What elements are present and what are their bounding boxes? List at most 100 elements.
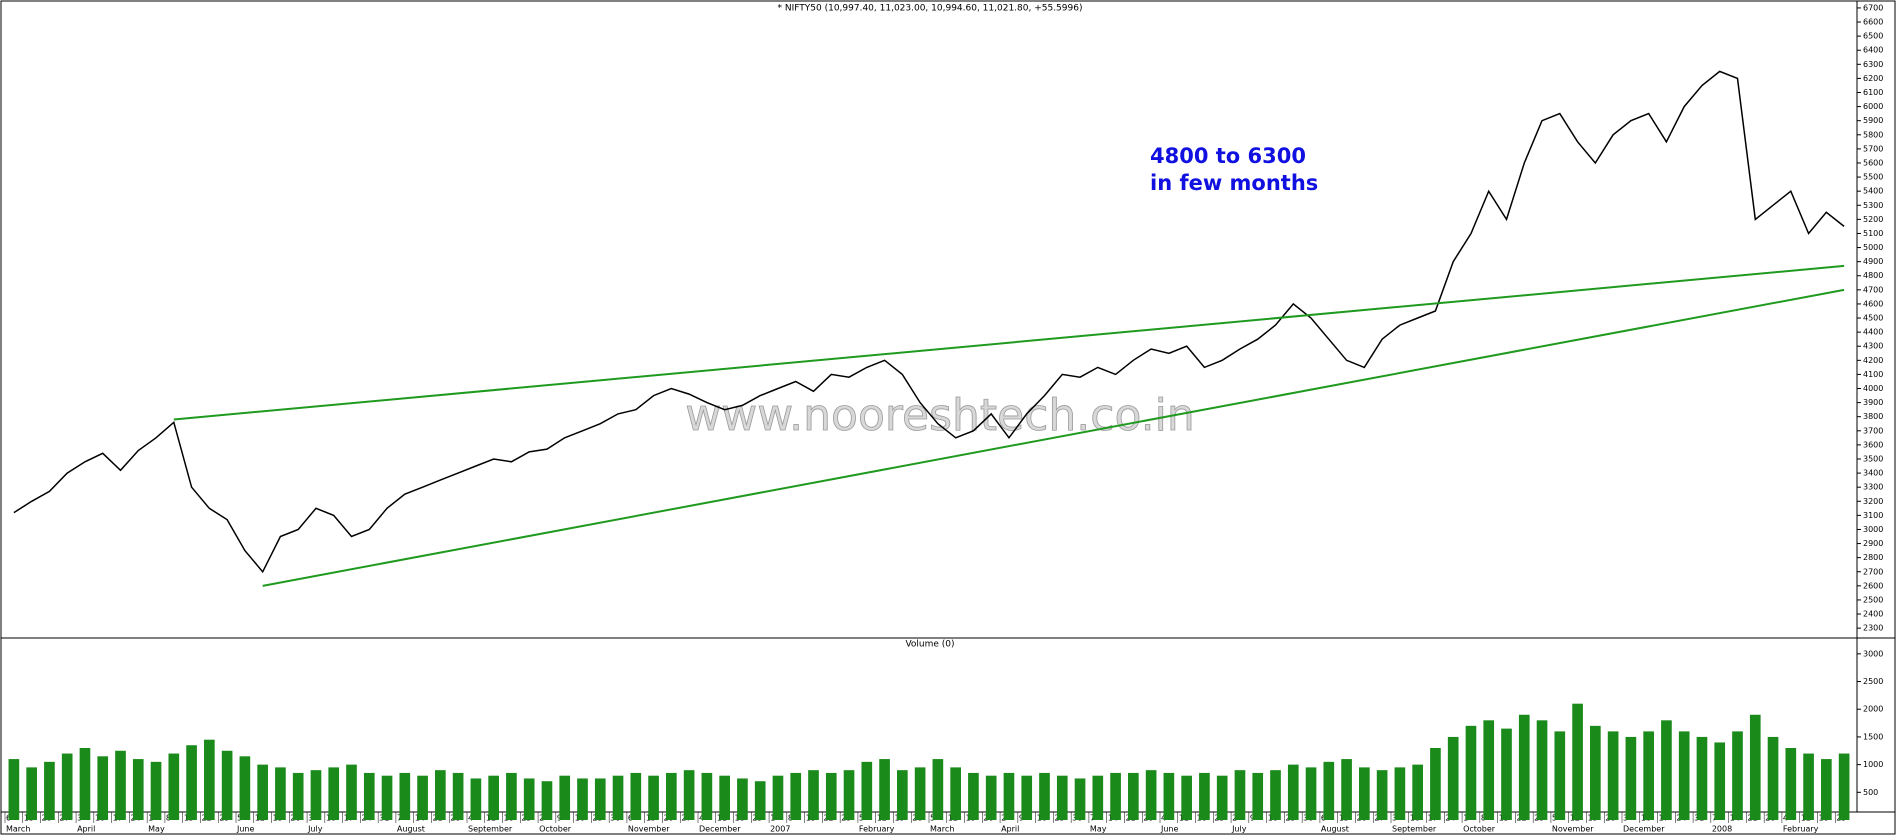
volume-bar	[1359, 767, 1370, 820]
volume-bar	[1216, 775, 1228, 820]
volume-bar	[204, 739, 215, 820]
month-label: August	[1321, 825, 1349, 834]
x-tick-label: 2	[1232, 814, 1237, 823]
month-label: November	[628, 825, 670, 834]
volume-bar	[1554, 731, 1566, 820]
volume-bar	[1323, 761, 1335, 820]
volume-bar	[772, 775, 784, 820]
trendline	[173, 264, 1845, 421]
x-tick-label: 8	[1481, 814, 1486, 823]
volume-bar	[44, 761, 55, 820]
volume-bar	[1625, 736, 1637, 820]
y-tick-label: 2300	[1863, 624, 1883, 633]
y-tick-label: 4700	[1863, 285, 1883, 294]
volume-bar	[1394, 767, 1406, 820]
month-label: September	[1392, 825, 1437, 834]
y-tick-label: 2400	[1863, 610, 1883, 619]
y-tick-label: 6400	[1863, 46, 1883, 55]
volume-bar	[1199, 772, 1210, 820]
volume-bar	[666, 772, 677, 820]
x-tick-label: 5	[1552, 814, 1557, 823]
y-tick-label: 2500	[1863, 677, 1883, 686]
volume-bar	[61, 753, 73, 820]
x-tick-label: 5	[859, 814, 864, 823]
month-label: March	[930, 825, 954, 834]
watermark: www.nooreshtech.co.in	[685, 390, 1194, 441]
volume-bar	[968, 772, 979, 820]
y-tick-label: 6700	[1863, 3, 1883, 12]
volume-bar	[1430, 748, 1441, 820]
volume-bar	[1590, 725, 1601, 820]
x-tick-label: 8	[788, 814, 793, 823]
y-tick-label: 5400	[1863, 187, 1883, 196]
x-tick-label: 9	[1250, 814, 1255, 823]
volume-bar	[79, 748, 91, 820]
x-tick-label: 4	[468, 814, 473, 823]
y-tick-label: 3800	[1863, 412, 1883, 421]
x-tick-label: 7	[1712, 814, 1717, 823]
volume-bar	[1092, 775, 1104, 820]
x-tick-label: 9	[557, 814, 562, 823]
volume-bar	[1003, 772, 1015, 820]
volume-bar	[1732, 731, 1743, 820]
y-tick-label: 4800	[1863, 271, 1883, 280]
volume-bar	[417, 775, 428, 820]
y-tick-label: 4400	[1863, 328, 1883, 337]
month-label: June	[1160, 825, 1179, 834]
volume-bar	[1803, 753, 1814, 820]
volume-bar	[168, 753, 180, 820]
month-label: May	[1090, 825, 1107, 834]
chart-title: * NIFTY50 (10,997.40, 11,023.00, 10,994.…	[778, 4, 1083, 14]
month-label: March	[6, 825, 30, 834]
volume-bar	[1234, 770, 1246, 820]
volume-bar	[435, 770, 446, 820]
volume-bar	[363, 772, 375, 820]
y-tick-label: 500	[1863, 788, 1878, 797]
y-tick-label: 6000	[1863, 102, 1883, 111]
volume-bar	[648, 775, 659, 820]
volume-bar	[1838, 753, 1850, 820]
volume-bar	[1128, 772, 1139, 820]
volume-bar	[97, 756, 109, 820]
volume-bar	[737, 778, 748, 820]
volume-bar	[594, 778, 606, 820]
y-tick-label: 4900	[1863, 257, 1883, 266]
volume-bar	[523, 778, 535, 820]
volume-bar	[1572, 703, 1583, 820]
volume-bar	[257, 764, 268, 820]
volume-bar	[1021, 775, 1033, 820]
y-tick-label: 3900	[1863, 398, 1883, 407]
x-tick-label: 9	[1019, 814, 1024, 823]
month-label: February	[859, 825, 895, 834]
volume-bar	[1518, 714, 1530, 820]
month-label: April	[1001, 825, 1019, 834]
volume-bar	[239, 756, 251, 820]
y-tick-label: 6600	[1863, 18, 1883, 27]
y-tick-label: 3000	[1863, 649, 1883, 658]
volume-bar	[488, 775, 499, 820]
volume-bar	[808, 770, 819, 820]
volume-bar	[1305, 767, 1317, 820]
x-tick-label: 1	[1463, 814, 1468, 823]
month-label: November	[1552, 825, 1594, 834]
volume-bar	[1074, 778, 1086, 820]
y-tick-label: 5600	[1863, 158, 1883, 167]
x-tick-label: 2	[539, 814, 544, 823]
volume-bar	[470, 778, 482, 820]
month-label: 2008	[1712, 825, 1732, 834]
volume-bar	[399, 772, 411, 820]
month-label: July	[1231, 825, 1247, 834]
x-tick-label: 3	[77, 814, 82, 823]
y-tick-label: 5100	[1863, 229, 1883, 238]
x-tick-label: 4	[699, 814, 704, 823]
month-label: December	[699, 825, 741, 834]
volume-bar	[1483, 720, 1495, 820]
volume-bar	[1696, 736, 1708, 820]
volume-bar	[985, 775, 997, 820]
volume-bar	[843, 770, 855, 820]
y-tick-label: 4500	[1863, 314, 1883, 323]
volume-bar	[1145, 770, 1157, 820]
y-tick-label: 5300	[1863, 201, 1883, 210]
y-tick-label: 5800	[1863, 130, 1883, 139]
